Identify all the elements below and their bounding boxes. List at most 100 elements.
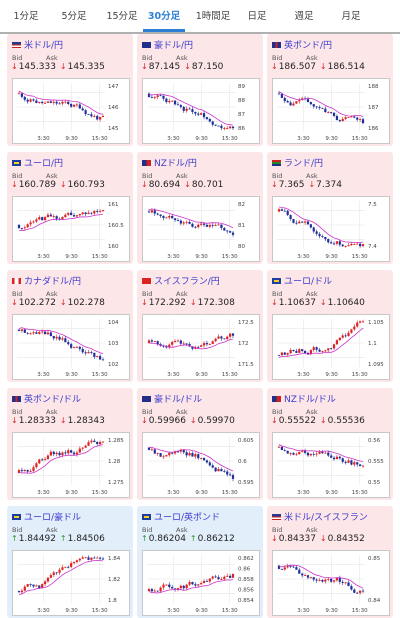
candle-body [277,446,281,448]
ask-label: Ask [176,172,188,180]
rate-card[interactable]: 米ドル/円 Bid Ask ↓145.333 ↓145.335 147 146 145 3:30… [7,34,133,146]
mini-chart[interactable]: 89 88 87 86 3:30 9:30 15:30 [142,78,260,144]
candle-body [61,338,64,340]
candle-body [205,224,209,227]
rate-card[interactable]: ランド/円 Bid Ask ↓7.365 ↓7.374 7.5 7.4 3:30 9:30 15:… [267,152,393,264]
currency-pair-title[interactable]: 英ポンド/円 [272,38,332,51]
rate-card[interactable]: ユーロ/円 Bid Ask ↓160.789 ↓160.793 161 160.5 160 3:… [7,152,133,264]
candle-body [41,584,44,588]
currency-pair-title[interactable]: ユーロ/円 [12,156,64,169]
mini-chart[interactable]: 1.285 1.28 1.275 3:30 9:30 15:30 [12,432,130,498]
candle-body [55,101,58,104]
tab-2[interactable]: 5分足 [61,11,87,22]
currency-pair-title[interactable]: 米ドル/スイスフラン [272,510,368,523]
candle-body [32,99,35,101]
mini-chart[interactable]: 161 160.5 160 3:30 9:30 15:30 [12,196,130,262]
rate-card[interactable]: 英ポンド/ドル Bid Ask ↓1.28333 ↓1.28343 1.285 1.28 1.… [7,388,133,500]
rate-card[interactable]: ユーロ/英ポンド Bid Ask ↑0.86204 ↑0.86212 0.862 0.86 0… [137,506,263,618]
currency-pair-title[interactable]: スイスフラン/円 [142,274,220,287]
tab-4[interactable]: 30分足 [143,0,185,32]
candle-body [229,474,232,476]
tab-1[interactable]: 1分足 [13,11,39,22]
rate-card[interactable]: 豪ドル/ドル Bid Ask ↓0.59966 ↓0.59970 0.605 0.6 0.59… [137,388,263,500]
candle-body [330,242,333,244]
rate-card[interactable]: NZドル/ドル Bid Ask ↓0.55522 ↓0.55536 0.56 0.555 0.… [267,388,393,500]
mini-chart[interactable]: 82 81 80 3:30 9:30 15:30 [142,196,260,262]
x-tick-label: 3:30 [37,254,50,260]
candle-body [220,336,223,339]
currency-pair-title[interactable]: 英ポンド/ドル [12,392,81,405]
bid-value: 186.507 [278,62,316,72]
ask-label: Ask [46,54,58,62]
rate-card[interactable]: カナダドル/円 Bid Ask ↓102.272 ↓102.278 104 103 102 3:… [7,270,133,382]
candle-body [70,450,73,453]
y-tick-label: 1.285 [108,438,124,444]
tab-8[interactable]: 月足 [341,11,361,22]
rate-card[interactable]: ユーロ/豪ドル Bid Ask ↑1.84492 ↑1.84506 1.84 1.82 1.8… [7,506,133,618]
tab-7[interactable]: 週足 [294,11,314,22]
candlestick-chart: 172.5 172 171.5 3:30 9:30 15:30 [147,319,254,378]
mini-chart[interactable]: 1.105 1.1 1.095 3:30 9:30 15:30 [272,314,390,380]
rate-card[interactable]: NZドル/円 Bid Ask ↓80.694 ↓80.701 82 81 80 3:30 9:30… [137,152,263,264]
mini-chart[interactable]: 0.85 0.84 3:30 9:30 15:30 [272,550,390,616]
candle-body [165,98,168,103]
candle-body [179,340,182,344]
currency-pair-title[interactable]: NZドル/円 [142,156,197,169]
ask-value: 0.59970 [197,416,235,426]
mini-chart[interactable]: 172.5 172 171.5 3:30 9:30 15:30 [142,314,260,380]
tab-6[interactable]: 日足 [247,11,267,22]
candle-body [191,109,194,112]
arrow-down-icon: ↓ [11,180,18,189]
currency-pair-title[interactable]: 豪ドル/円 [142,38,193,51]
mini-chart[interactable]: 7.5 7.4 3:30 9:30 15:30 [272,196,390,262]
arrow-down-icon: ↓ [271,298,278,307]
mini-chart[interactable]: 0.605 0.6 0.595 3:30 9:30 15:30 [142,432,260,498]
pair-name: ユーロ/円 [24,159,64,169]
mini-chart[interactable]: 104 103 102 3:30 9:30 15:30 [12,314,130,380]
tab-3[interactable]: 15分足 [106,11,138,22]
candle-body [153,449,156,454]
candle-body [280,568,283,570]
rate-card[interactable]: 米ドル/スイスフラン Bid Ask ↓0.84337 ↓0.84352 0.85 0.84… [267,506,393,618]
candle-body [309,453,312,456]
candle-body [309,349,312,355]
rate-card[interactable]: 英ポンド/円 Bid Ask ↓186.507 ↓186.514 188 187 186 3:3… [267,34,393,146]
rate-card[interactable]: スイスフラン/円 Bid Ask ↓172.292 ↓172.308 172.5 172 17… [137,270,263,382]
candle-body [226,230,229,232]
candle-body [101,359,105,361]
candle-body [35,463,38,468]
candle-body [26,99,29,102]
currency-pair-title[interactable]: 豪ドル/ドル [142,392,202,405]
mini-chart[interactable]: 1.84 1.82 1.8 3:30 9:30 15:30 [12,550,130,616]
flag-eu-icon [272,277,281,284]
candle-body [295,101,298,104]
mini-chart[interactable]: 0.56 0.555 0.55 3:30 9:30 15:30 [272,432,390,498]
candle-body [303,575,307,577]
currency-pair-title[interactable]: 米ドル/円 [12,38,63,51]
candle-body [46,214,50,218]
mini-chart[interactable]: 147 146 145 3:30 9:30 15:30 [12,78,130,144]
x-tick-label: 3:30 [37,490,50,496]
candle-body [338,577,341,582]
mini-chart[interactable]: 188 187 186 3:30 9:30 15:30 [272,78,390,144]
bid-value: 7.365 [278,180,305,190]
currency-pair-title[interactable]: ユーロ/ドル [272,274,332,287]
currency-pair-title[interactable]: カナダドル/円 [12,274,81,287]
mini-chart[interactable]: 0.862 0.86 0.858 0.856 0.854 3:30 9:30 15:30 [142,550,260,616]
rate-card[interactable]: 豪ドル/円 Bid Ask ↓87.145 ↓87.150 89 88 87 86 3:30 9:3… [137,34,263,146]
candle-body [159,95,162,97]
currency-pair-title[interactable]: ユーロ/豪ドル [12,510,81,523]
tab-5[interactable]: 1時間足 [195,11,231,22]
price-values: ↓7.365 ↓7.374 [271,180,346,190]
candle-body [298,569,301,574]
candle-body [292,103,295,106]
candle-body [96,441,99,445]
arrow-down-icon: ↓ [141,298,148,307]
rate-card[interactable]: ユーロ/ドル Bid Ask ↓1.10637 ↓1.10640 1.105 1.1 1.09… [267,270,393,382]
currency-pair-title[interactable]: NZドル/ドル [272,392,336,405]
x-tick-label: 15:30 [222,372,238,378]
candle-body [90,440,93,443]
currency-pair-title[interactable]: ユーロ/英ポンド [142,510,220,523]
currency-pair-title[interactable]: ランド/円 [272,156,323,169]
candle-body [49,451,52,456]
